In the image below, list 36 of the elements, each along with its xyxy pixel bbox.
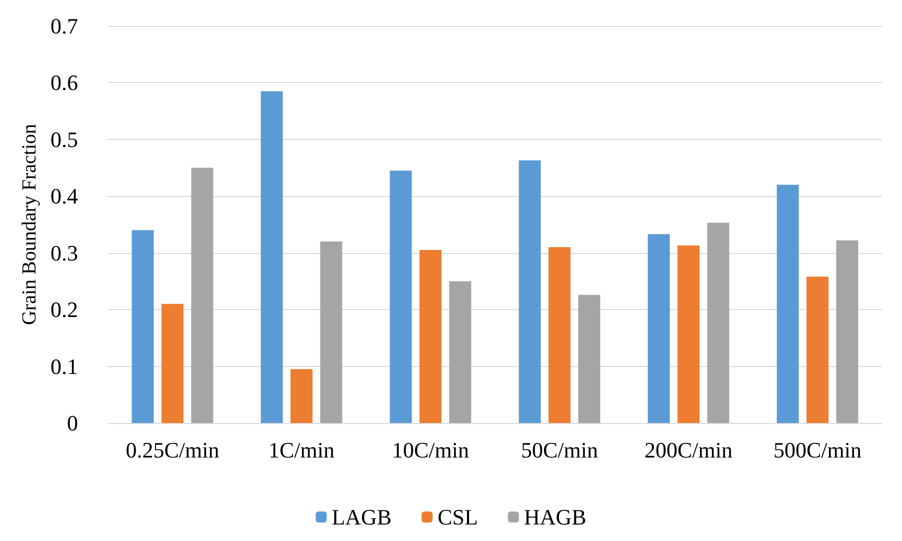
bar xyxy=(806,276,828,423)
legend-label: CSL xyxy=(438,504,478,530)
bar xyxy=(776,184,799,423)
x-tick-label: 1C/min xyxy=(268,438,335,462)
bar xyxy=(320,242,342,423)
y-tick-label: 0.2 xyxy=(50,297,78,322)
x-tick-label: 10C/min xyxy=(392,438,470,462)
bar xyxy=(578,294,600,423)
y-tick-label: 0.3 xyxy=(50,240,78,266)
x-tick-label: 200C/min xyxy=(644,438,733,462)
bar xyxy=(132,230,154,423)
x-tick-label: 0.25C/min xyxy=(126,438,220,462)
y-tick-label: 0.7 xyxy=(50,14,78,38)
bar xyxy=(260,91,283,423)
x-tick-label: 50C/min xyxy=(520,438,598,462)
bar xyxy=(518,160,541,423)
x-tick-label: 500C/min xyxy=(773,438,862,462)
bar xyxy=(162,304,184,423)
bar xyxy=(290,369,312,423)
y-tick-label: 0.6 xyxy=(50,70,78,96)
bar xyxy=(836,240,858,423)
y-tick-label: 0.4 xyxy=(50,184,78,209)
legend-label: HAGB xyxy=(524,504,586,530)
bar xyxy=(390,170,412,423)
bar xyxy=(420,250,442,423)
bar xyxy=(707,222,730,423)
y-tick-label: 0 xyxy=(67,410,78,436)
y-axis-title: Grain Boundary Fraction xyxy=(18,124,41,326)
bar xyxy=(548,247,570,423)
bar xyxy=(648,234,670,423)
legend-label: LAGB xyxy=(332,504,392,530)
y-tick-label: 0.1 xyxy=(50,354,78,379)
bar xyxy=(191,168,214,423)
bar xyxy=(678,245,700,423)
bar xyxy=(449,281,472,423)
y-tick-label: 0.5 xyxy=(50,126,78,152)
